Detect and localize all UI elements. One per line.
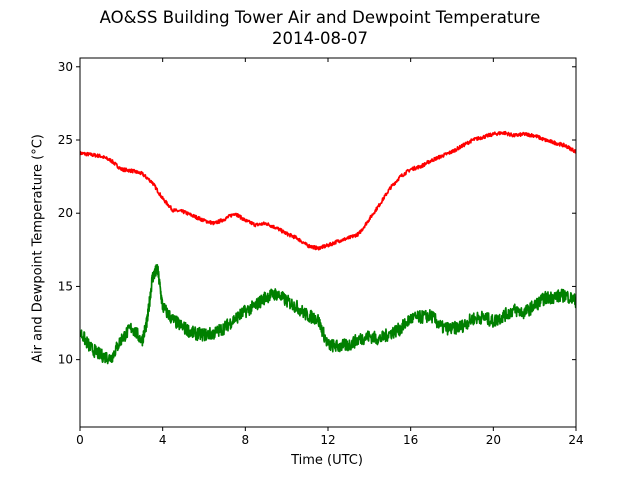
- x-tick-label: 8: [242, 433, 250, 447]
- dewpoint-temperature-line: [80, 264, 576, 365]
- y-tick-label: 30: [58, 60, 73, 74]
- x-tick-label: 12: [320, 433, 335, 447]
- series-layer: [80, 130, 576, 365]
- y-tick-label: 25: [58, 133, 73, 147]
- x-axis-label: Time (UTC): [291, 453, 363, 468]
- plot-frame: [79, 57, 577, 428]
- y-tick-label: 20: [58, 206, 73, 220]
- x-tick-label: 24: [568, 433, 583, 447]
- x-tick-label: 20: [486, 433, 501, 447]
- chart-subtitle: 2014-08-07: [272, 29, 368, 48]
- y-tick-label: 10: [58, 353, 73, 367]
- axes-layer: 0 4 8 12 16 20 24 10 15 20 25 30: [58, 57, 584, 447]
- y-tick-label: 15: [58, 279, 73, 293]
- air-temperature-line: [80, 130, 576, 251]
- chart-title: AO&SS Building Tower Air and Dewpoint Te…: [99, 8, 541, 27]
- x-tick-label: 4: [159, 433, 167, 447]
- x-tick-label: 0: [76, 433, 84, 447]
- y-axis-label: Air and Dewpoint Temperature (°C): [30, 134, 46, 363]
- x-tick-label: 16: [403, 433, 418, 447]
